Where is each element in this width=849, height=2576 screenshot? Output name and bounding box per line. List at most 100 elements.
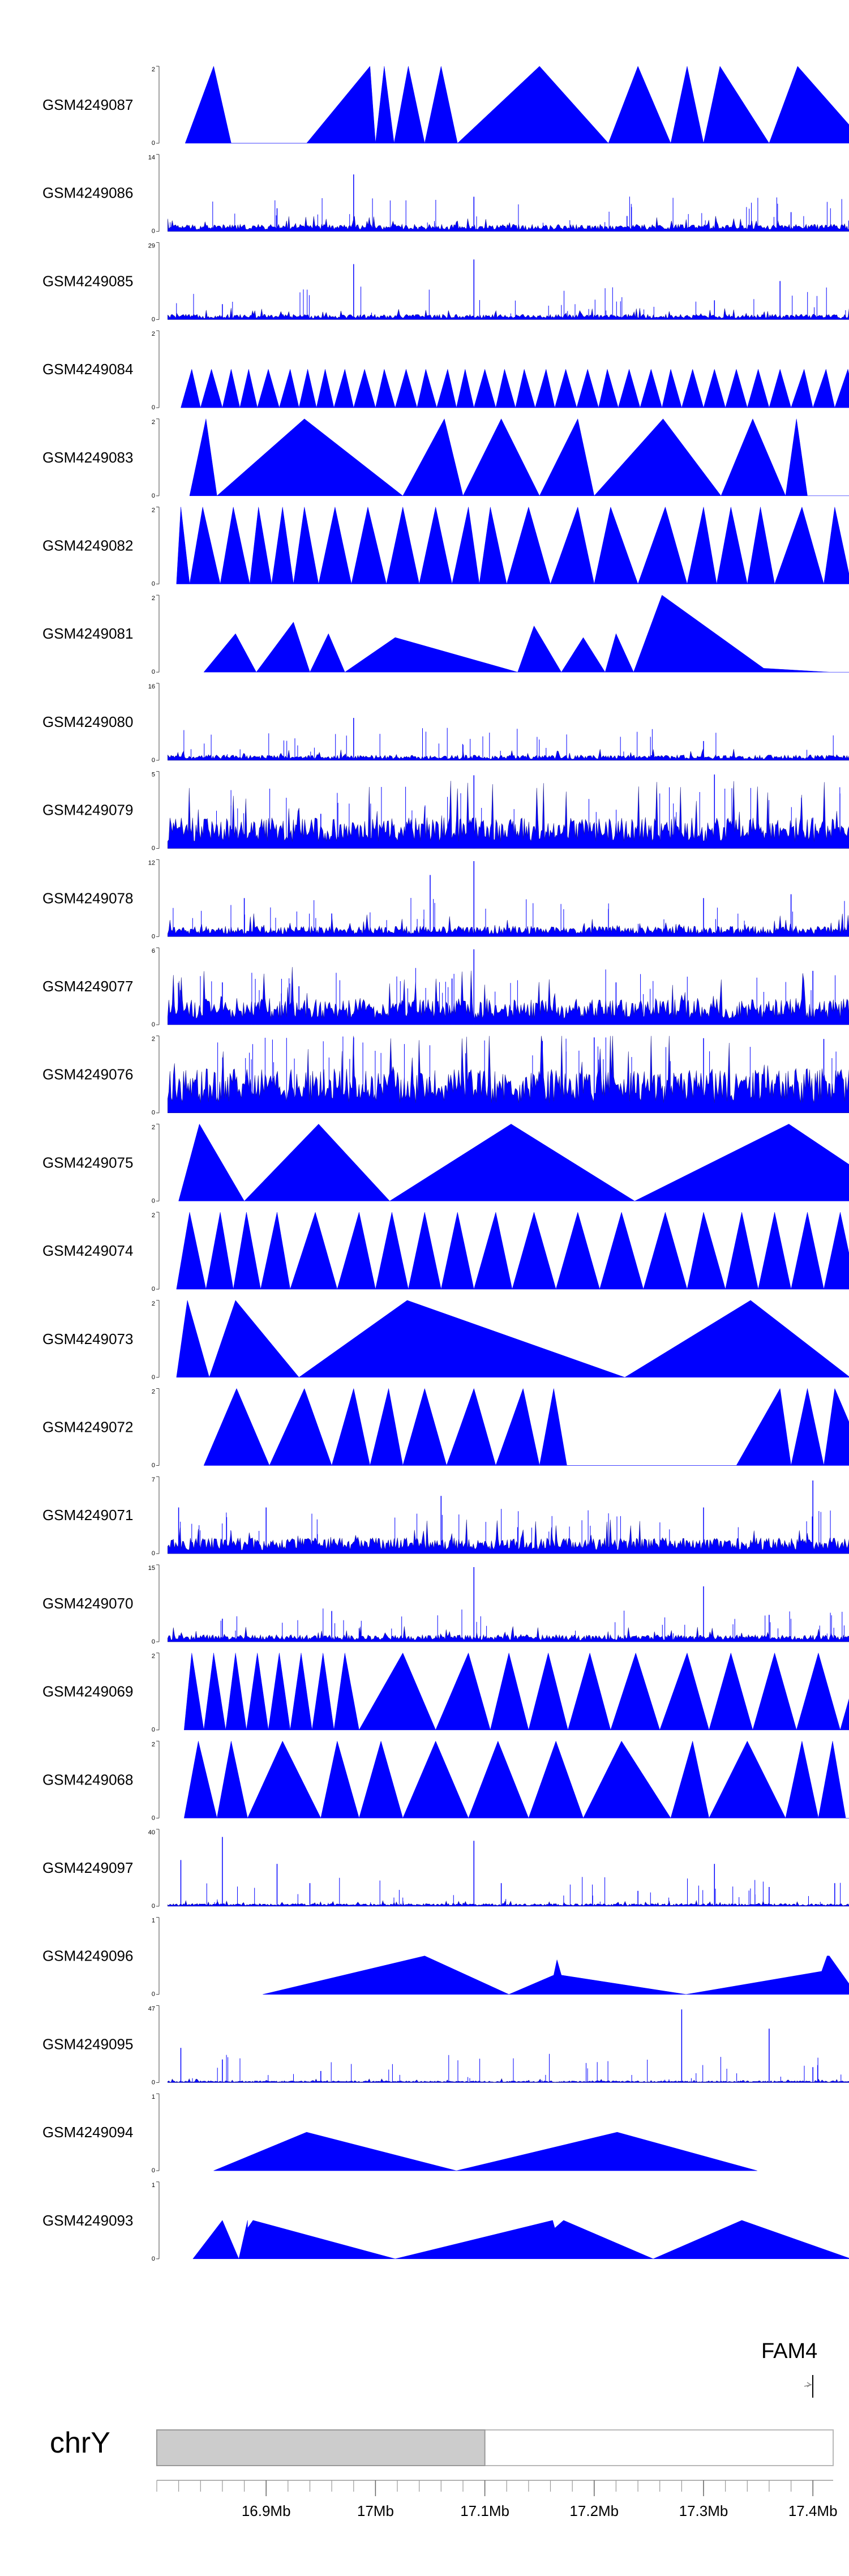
track: GSM4249083 2 0 [42,418,849,499]
y-max-tick: 2 [152,1389,155,1396]
track-label: GSM4249075 [42,1154,133,1171]
coverage-area [168,1035,849,1113]
track: GSM4249072 2 0 [42,1388,849,1469]
y-max-tick: 5 [152,772,155,778]
coverage-area [176,506,849,585]
track-label: GSM4249086 [42,185,133,202]
coverage-area [168,967,849,1025]
track-label: GSM4249077 [42,978,133,995]
track: GSM4249093 1 0 [42,2181,849,2262]
y-min-tick: 0 [152,1727,155,1734]
coverage-area [176,1300,849,1378]
track: GSM4249073 2 0 [42,1300,849,1381]
coverage-area [168,1899,849,1907]
y-max-tick: 6 [152,948,155,955]
y-min-tick: 0 [152,1815,155,1821]
track-label: GSM4249084 [42,361,133,378]
track: GSM4249094 1 0 [42,2093,757,2174]
track: GSM4249068 2 0 [42,1740,849,1821]
y-min-tick: 0 [152,1110,155,1116]
y-min-tick: 0 [152,140,155,147]
coverage-area [185,66,849,144]
track: GSM4249086 14 0 [42,154,849,235]
y-max-tick: 2 [152,331,155,337]
y-min-tick: 0 [152,669,155,675]
track: GSM4249075 2 0 [42,1123,849,1204]
y-max-tick: 12 [148,859,155,866]
y-min-tick: 0 [152,845,155,852]
track: GSM4249077 6 0 [42,947,849,1028]
y-min-tick: 0 [152,1462,155,1469]
y-min-tick: 0 [152,2256,155,2262]
y-min-tick: 0 [152,1991,155,1998]
gene-glyph [804,2375,813,2398]
x-tick-label: 17.1Mb [460,2502,509,2519]
coverage-area [263,1955,849,1995]
coverage-area [168,1626,849,1642]
y-max-tick: 2 [152,1124,155,1131]
y-min-tick: 0 [152,1903,155,1910]
track-label: GSM4249085 [42,272,133,289]
track-label: GSM4249083 [42,449,133,466]
chromosome-highlight [156,2429,486,2466]
chromosome-label: chrY [50,2427,110,2459]
track-label: GSM4249093 [42,2212,133,2229]
track: GSM4249087 2 0 [42,66,849,147]
coverage-area [168,781,849,849]
y-max-tick: 2 [152,66,155,73]
y-min-tick: 0 [152,933,155,940]
track-label: GSM4249073 [42,1330,133,1347]
y-min-tick: 0 [152,493,155,499]
track-label: GSM4249096 [42,1948,133,1965]
y-max-tick: 2 [152,507,155,514]
x-tick-label: 17.3Mb [679,2502,728,2519]
track: GSM4249071 7 0 [42,1476,849,1557]
track: GSM4249084 2 0 [42,330,849,411]
track-label: GSM4249072 [42,1419,133,1436]
coverage-area [176,1212,849,1290]
coverage-area [181,369,849,409]
coverage-area [213,2132,757,2171]
y-min-tick: 0 [152,2079,155,2086]
x-tick-label: 16.9Mb [242,2502,291,2519]
track: GSM4249096 1 0 [42,1917,849,1998]
coverage-area [168,216,849,232]
y-max-tick: 7 [152,1477,155,1483]
y-min-tick: 0 [152,404,155,411]
coverage-area [192,2220,849,2260]
coverage-area [184,1652,849,1731]
y-max-tick: 1 [152,1918,155,1924]
x-tick-label: 17Mb [357,2502,394,2519]
track-label: GSM4249087 [42,96,133,113]
track: GSM4249081 2 0 [42,594,849,675]
y-max-tick: 2 [152,419,155,426]
coverage-area [189,418,849,497]
track: GSM4249080 16 0 [42,683,849,764]
coverage-area [168,748,849,761]
track: GSM4249097 40 0 [42,1829,849,1910]
coverage-area [168,913,849,937]
y-min-tick: 0 [152,757,155,764]
track-label: GSM4249070 [42,1595,133,1612]
tracks-layer: GSM424908720GSM4249086140GSM4249085290GS… [42,66,849,2262]
y-max-tick: 2 [152,1036,155,1043]
y-max-tick: 2 [152,1300,155,1307]
track-label: GSM4249097 [42,1859,133,1876]
y-max-tick: 47 [148,2005,155,2012]
track-label: GSM4249080 [42,713,133,730]
y-max-tick: 29 [148,242,155,249]
y-max-tick: 1 [152,2182,155,2189]
y-min-tick: 0 [152,1021,155,1028]
y-min-tick: 0 [152,316,155,323]
track: GSM4249074 2 0 [42,1212,849,1293]
track-label: GSM4249079 [42,802,133,819]
gene-annotation: FAM4 [761,2339,817,2398]
track-label: GSM4249074 [42,1242,133,1259]
track: GSM4249082 2 0 [42,506,849,588]
chromosome-ideogram: chrY [50,2427,834,2466]
track-label: GSM4249094 [42,2124,133,2141]
y-max-tick: 16 [148,683,155,690]
track-label: GSM4249081 [42,625,133,642]
track: GSM4249070 15 0 [42,1564,849,1645]
